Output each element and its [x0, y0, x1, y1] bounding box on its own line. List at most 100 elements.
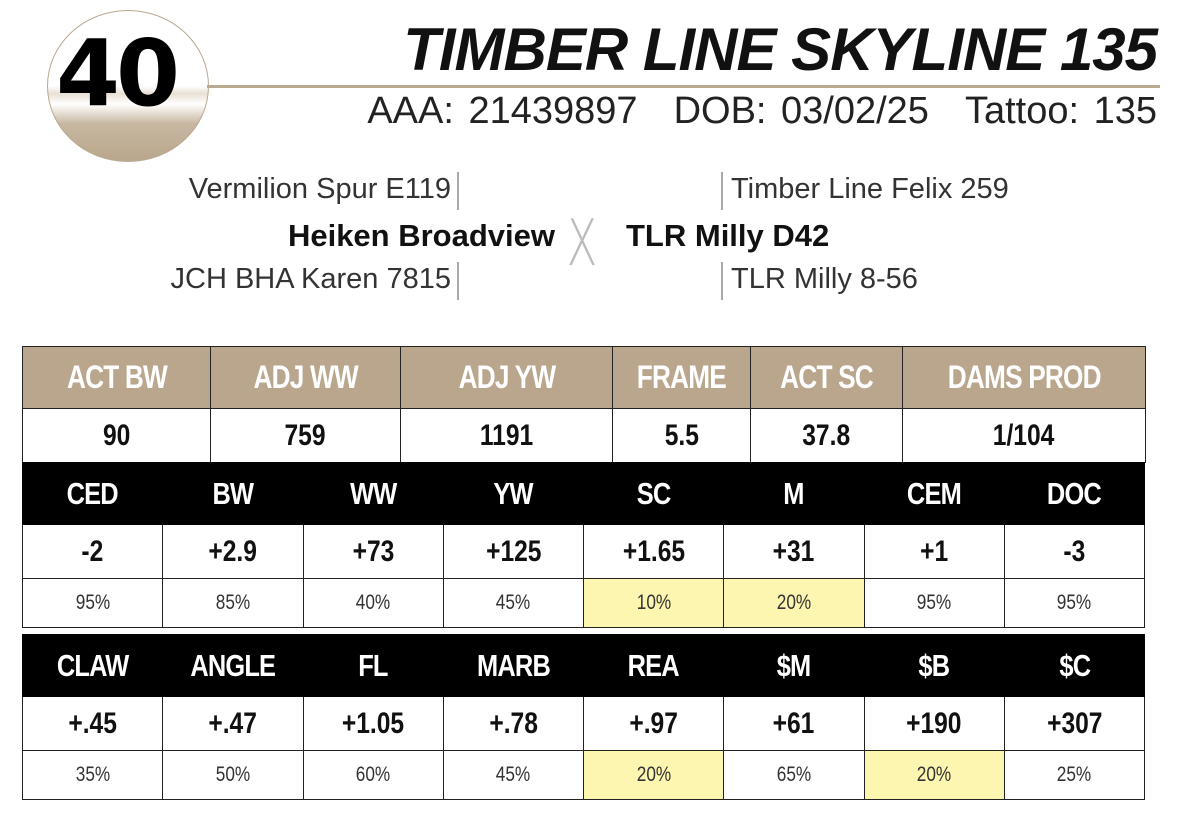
actuals-header-text: ADJ WW	[253, 359, 358, 395]
divider	[457, 172, 459, 210]
epd-header-text: M	[783, 475, 805, 511]
epd-percentile-text: 20%	[636, 763, 671, 786]
actuals-header-text: DAMS PROD	[947, 359, 1102, 395]
epd-header: DOC	[1003, 462, 1146, 525]
epd-value: +.97	[582, 696, 725, 751]
dam: TLR Milly D42	[626, 218, 830, 253]
epd-header-text: ANGLE	[190, 647, 276, 683]
epd-percentile-text: 25%	[1057, 763, 1092, 786]
epd-percentile: 85%	[162, 578, 304, 628]
epd-header-text: $C	[1058, 647, 1091, 683]
actuals-value-text: 1/104	[993, 418, 1055, 452]
epd-percentile: 65%	[723, 750, 865, 800]
epd-value-text: +125	[485, 534, 542, 568]
epd-percentile: 95%	[1003, 578, 1146, 628]
epd-value: -3	[1003, 524, 1146, 579]
actuals-value: 5.5	[612, 408, 751, 463]
epd-header: MARB	[442, 634, 585, 697]
epd-percentile: 20%	[723, 578, 865, 628]
epd-percentile: 20%	[582, 750, 725, 800]
epd-value-text: +.78	[489, 706, 538, 740]
epd-header-text: DOC	[1047, 475, 1102, 511]
actuals-header: FRAME	[612, 346, 751, 409]
epd-percentile-text: 95%	[916, 591, 952, 614]
sire-sire: Vermilion Spur E119	[188, 173, 451, 205]
epd-value-text: -2	[81, 534, 104, 568]
epd-header: CEM	[863, 462, 1005, 525]
epd-header-text: CLAW	[56, 647, 129, 683]
actuals-value: 1191	[400, 408, 613, 463]
epd-percentile-text: 85%	[215, 591, 251, 614]
epd-percentile: 25%	[1003, 750, 1146, 800]
actuals-value: 37.8	[750, 408, 903, 463]
epd-percentile: 95%	[863, 578, 1005, 628]
actuals-header: DAMS PROD	[902, 346, 1146, 409]
epd-percentile: 60%	[302, 750, 444, 800]
epd-percentile-text: 95%	[1057, 591, 1092, 614]
actuals-header-text: FRAME	[636, 359, 727, 395]
header-rule	[207, 85, 1160, 88]
epd-header-text: REA	[628, 647, 680, 683]
epd-header-text: $B	[918, 647, 951, 683]
epd-percentile: 45%	[442, 750, 585, 800]
epd-value: +1	[863, 524, 1005, 579]
epd-header: $C	[1003, 634, 1146, 697]
epd-header: $M	[723, 634, 865, 697]
epd-percentile: 40%	[302, 578, 444, 628]
epd-percentile: 35%	[21, 750, 164, 800]
epd-value: +.45	[21, 696, 164, 751]
epd-percentile-text: 10%	[636, 591, 671, 614]
dam-dam: TLR Milly 8-56	[731, 263, 918, 295]
actuals-header-text: ACT BW	[66, 359, 167, 395]
epd-header: CLAW	[21, 634, 164, 697]
epd-value: +307	[1003, 696, 1146, 751]
epd-value: +2.9	[162, 524, 304, 579]
epd-percentile-text: 20%	[916, 763, 952, 786]
actuals-value: 759	[210, 408, 401, 463]
epd-header-text: WW	[349, 475, 397, 511]
actuals-header: ACT BW	[22, 346, 211, 409]
epd-value-text: +61	[773, 706, 815, 740]
epd-value: +31	[723, 524, 865, 579]
actuals-value-text: 90	[102, 418, 131, 452]
lot-number: 40	[56, 20, 180, 127]
sire-dam: JCH BHA Karen 7815	[170, 263, 451, 295]
divider	[721, 262, 723, 300]
epd-value: +1.65	[582, 524, 725, 579]
epd-value-text: +190	[906, 706, 962, 740]
epd-table-2: CLAW ANGLE FL MARB REA $M $B $C +.45 +.47 +1.05 +.7…	[21, 634, 1146, 800]
epd-header-text: FL	[358, 647, 388, 683]
epd-header: M	[723, 462, 865, 525]
actuals-header: ACT SC	[750, 346, 903, 409]
epd-header: YW	[442, 462, 585, 525]
dob: DOB: 03/02/25	[673, 90, 929, 132]
epd-percentile-text: 35%	[75, 763, 110, 786]
epd-header: BW	[162, 462, 304, 525]
divider	[721, 172, 723, 210]
epd-percentile-text: 45%	[496, 763, 531, 786]
epd-percentile-text: 45%	[496, 591, 531, 614]
epd-value-text: +1	[920, 534, 949, 568]
epd-percentile-text: 40%	[355, 591, 391, 614]
epd-header: ANGLE	[162, 634, 304, 697]
epd-header: REA	[582, 634, 725, 697]
epd-header: $B	[863, 634, 1005, 697]
epd-percentile: 45%	[442, 578, 585, 628]
epd-value: +61	[723, 696, 865, 751]
epd-header-text: CEM	[907, 475, 962, 511]
tattoo: Tattoo: 135	[964, 90, 1157, 132]
epd-header: CED	[21, 462, 164, 525]
epd-header-text: CED	[67, 475, 119, 511]
epd-percentile: 20%	[863, 750, 1005, 800]
actuals-value-text: 759	[284, 418, 327, 452]
epd-percentile: 95%	[21, 578, 164, 628]
epd-percentile-text: 50%	[215, 763, 251, 786]
epd-header-text: MARB	[476, 647, 551, 683]
actuals-header: ADJ WW	[210, 346, 401, 409]
epd-header: WW	[302, 462, 444, 525]
epd-value-text: +.45	[68, 706, 117, 740]
epd-value-text: +1.05	[341, 706, 405, 740]
epd-header: SC	[582, 462, 725, 525]
epd-value-text: +.97	[629, 706, 678, 740]
animal-ids: AAA: 21439897 DOB: 03/02/25 Tattoo: 135	[331, 92, 1157, 130]
